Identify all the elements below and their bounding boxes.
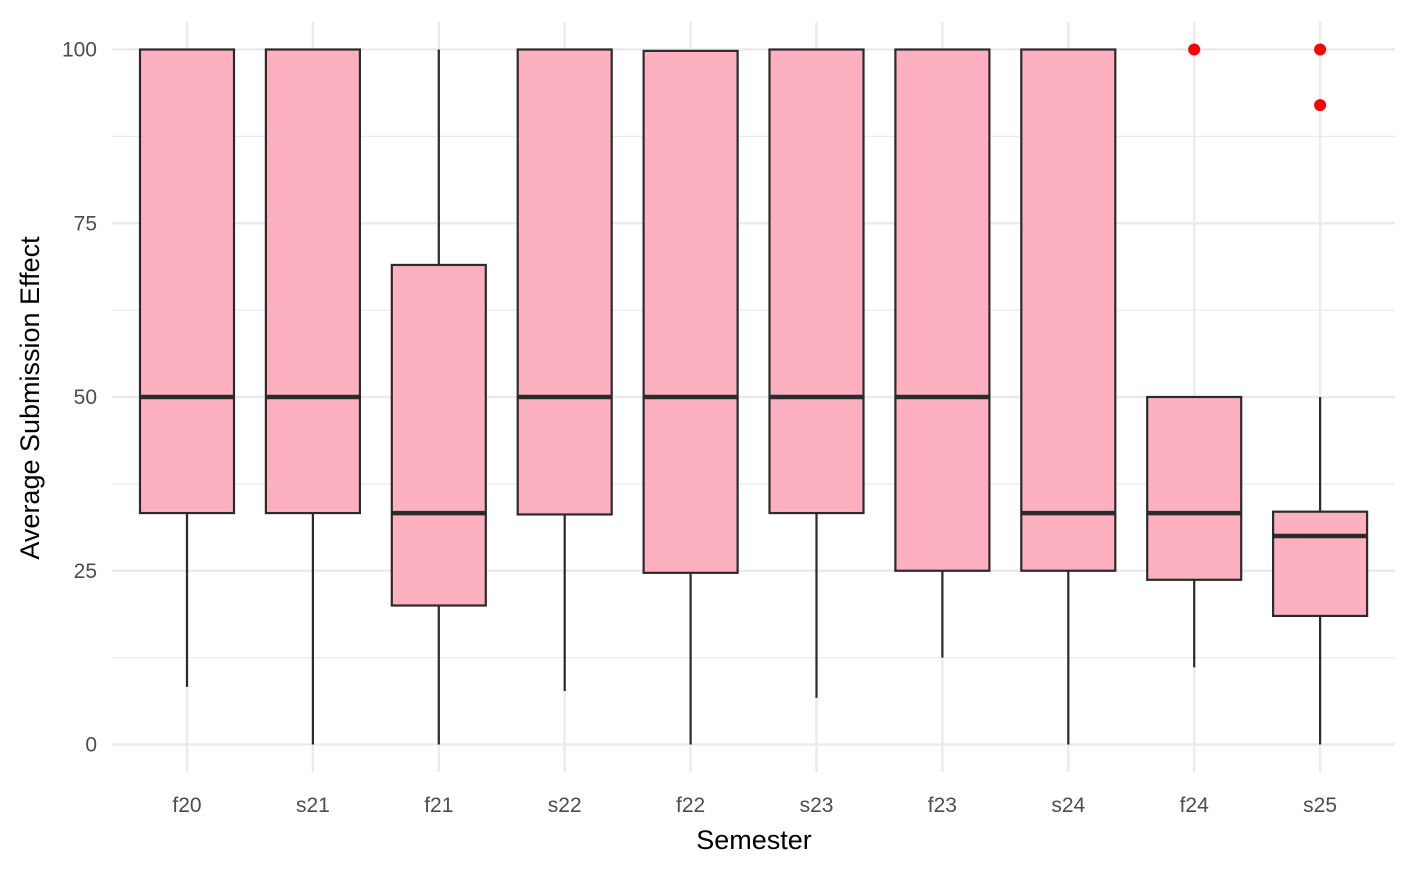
x-tick-label: f21 — [424, 794, 453, 817]
boxes-layer — [138, 43, 1369, 745]
y-tick-label: 25 — [74, 560, 97, 583]
box-f20 — [138, 48, 236, 687]
box-iqr — [1020, 48, 1117, 572]
box-f23 — [894, 48, 991, 658]
x-tick-label: s21 — [296, 794, 330, 817]
box-s24 — [1020, 48, 1117, 745]
box-s21 — [264, 48, 361, 745]
y-tick-label: 100 — [62, 39, 97, 62]
box-f22 — [642, 49, 739, 745]
x-tick-label: f22 — [676, 794, 705, 817]
x-tick-label: s22 — [548, 794, 582, 817]
x-tick-label: f20 — [172, 794, 201, 817]
box-iqr — [138, 48, 236, 515]
outlier-point — [1314, 99, 1327, 112]
box-s23 — [768, 48, 865, 698]
y-axis-tick-labels: 0 25 50 75 100 — [62, 39, 97, 757]
box-s22 — [516, 48, 613, 691]
outlier-point — [1188, 43, 1201, 56]
box-iqr — [516, 48, 613, 516]
x-tick-label: s24 — [1051, 794, 1085, 817]
x-axis-tick-labels: f20 s21 f21 s22 f22 s23 f23 s24 f24 s25 — [172, 794, 1337, 817]
box-s25 — [1271, 43, 1369, 745]
x-tick-label: f23 — [928, 794, 957, 817]
box-f21 — [390, 49, 487, 745]
outlier-point — [1314, 43, 1327, 56]
box-iqr — [264, 48, 361, 515]
y-axis-title: Average Submission Effect — [15, 236, 45, 560]
y-tick-label: 0 — [85, 734, 97, 757]
box-iqr — [894, 48, 991, 572]
y-tick-label: 75 — [74, 212, 97, 235]
box-iqr — [390, 263, 487, 607]
x-axis-title: Semester — [696, 825, 812, 855]
y-tick-label: 50 — [74, 386, 97, 409]
x-tick-label: s23 — [800, 794, 834, 817]
box-iqr — [1271, 510, 1369, 618]
box-iqr — [768, 48, 865, 515]
box-iqr — [1146, 395, 1243, 581]
box-f24 — [1146, 43, 1243, 668]
x-tick-label: f24 — [1180, 794, 1210, 817]
x-tick-label: s25 — [1303, 794, 1337, 817]
box-iqr — [642, 49, 739, 574]
